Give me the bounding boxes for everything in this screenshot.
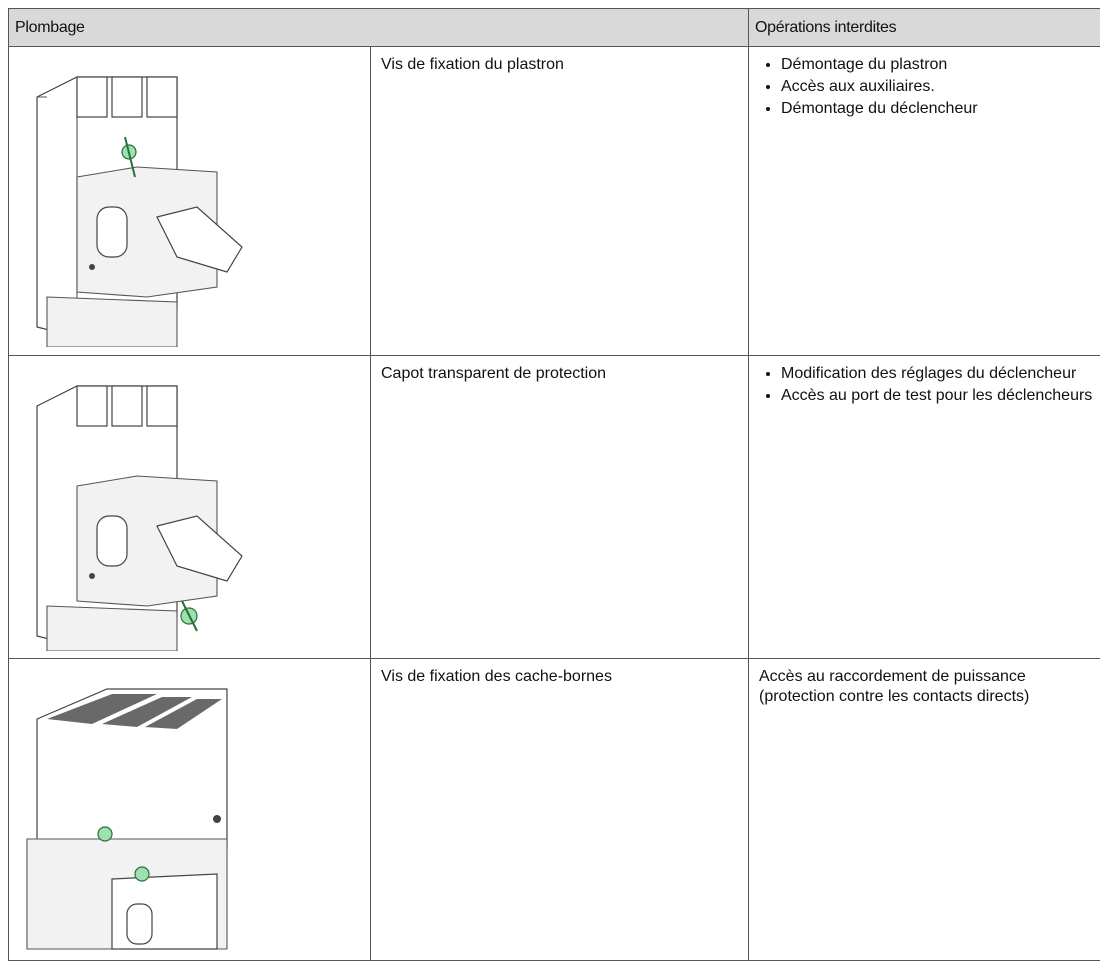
table-row: Vis de fixation des cache-bornes Accès a… xyxy=(9,659,1100,961)
operation-item: Démontage du déclencheur xyxy=(781,99,1098,119)
header-cell: Opérations interdites xyxy=(749,9,1100,47)
operations-cell: Démontage du plastronAccès aux auxiliair… xyxy=(749,47,1100,356)
operations-cell: Accès au raccordement de puissance (prot… xyxy=(749,659,1100,961)
operation-item: Accès au port de test pour les déclenche… xyxy=(781,386,1098,406)
table-row: Vis de fixation du plastron Démontage du… xyxy=(9,47,1100,356)
operation-item: Démontage du plastron xyxy=(781,55,1098,75)
breaker-illustration xyxy=(17,366,257,651)
operation-item: Modification des réglages du déclencheur xyxy=(781,364,1098,384)
breaker-illustration xyxy=(17,57,257,347)
table-row: Capot transparent de protection Modifica… xyxy=(9,356,1100,659)
label-cell: Capot transparent de protection xyxy=(371,356,749,659)
operations-list: Démontage du plastronAccès aux auxiliair… xyxy=(759,55,1098,119)
operations-list: Modification des réglages du déclencheur… xyxy=(759,364,1098,406)
document: Plombage Opérations interdites Vis de fi… xyxy=(8,8,1100,961)
image-cell xyxy=(9,659,371,961)
header-row: Plombage Opérations interdites xyxy=(9,9,1100,47)
breaker-illustration xyxy=(17,669,257,954)
image-cell xyxy=(9,47,371,356)
label-cell: Vis de fixation du plastron xyxy=(371,47,749,356)
sealing-table: Plombage Opérations interdites Vis de fi… xyxy=(8,8,1100,961)
header-cell: Plombage xyxy=(9,9,749,47)
label-cell: Vis de fixation des cache-bornes xyxy=(371,659,749,961)
image-cell xyxy=(9,356,371,659)
operations-cell: Modification des réglages du déclencheur… xyxy=(749,356,1100,659)
operation-item: Accès aux auxiliaires. xyxy=(781,77,1098,97)
